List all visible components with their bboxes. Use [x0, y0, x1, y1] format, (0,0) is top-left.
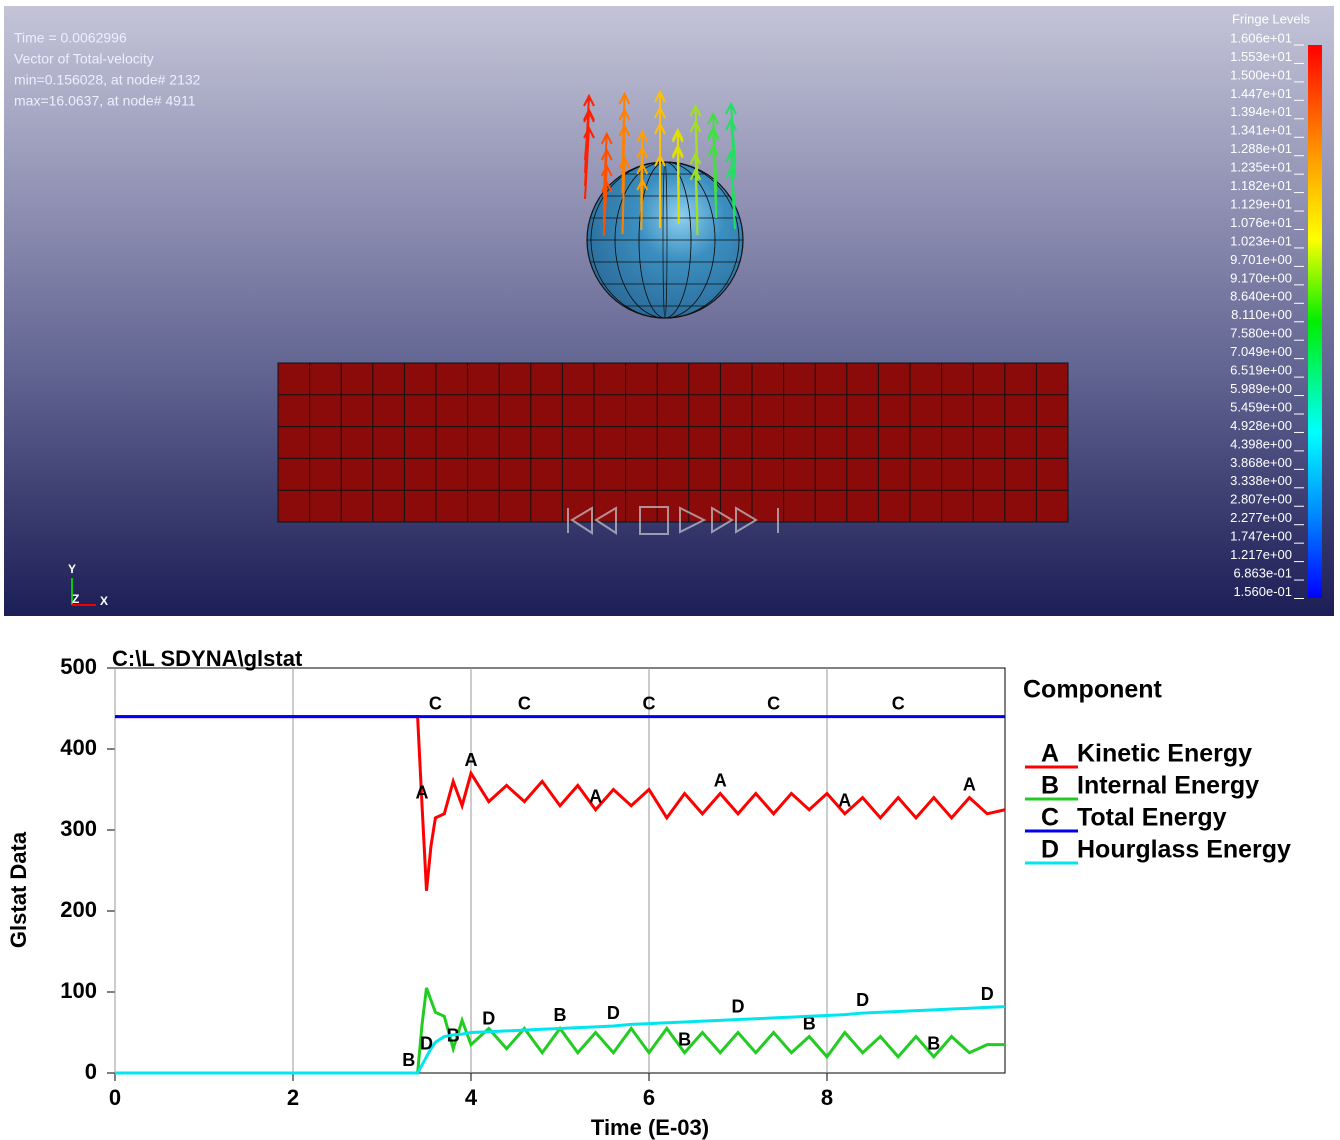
line-marker: C: [892, 693, 905, 713]
info-line: Time = 0.0062996: [14, 30, 127, 46]
fringe-colorbar: [1308, 45, 1322, 598]
fringe-label: 2.277e+00: [1230, 510, 1292, 525]
y-tick-label: 100: [60, 978, 97, 1003]
fringe-label: 5.989e+00: [1230, 381, 1292, 396]
legend-marker: D: [1041, 836, 1059, 864]
legend-marker: A: [1041, 740, 1059, 768]
line-marker: C: [643, 693, 656, 713]
fringe-label: 6.863e-01: [1233, 565, 1292, 580]
x-tick-label: 6: [643, 1085, 655, 1110]
line-marker: B: [402, 1050, 415, 1070]
page: Fringe Levels Y Z X Time = 0.0062996 Vect…: [0, 0, 1340, 1140]
line-marker: A: [416, 782, 429, 802]
line-marker: A: [465, 750, 478, 770]
legend-label: Total Energy: [1077, 804, 1227, 832]
line-marker: A: [838, 791, 851, 811]
fringe-label: 1.606e+01: [1230, 30, 1292, 45]
fringe-label: 1.235e+01: [1230, 160, 1292, 175]
fringe-title: Fringe Levels: [1232, 11, 1311, 26]
fringe-label: 1.553e+01: [1230, 49, 1292, 64]
fringe-label: 3.868e+00: [1230, 455, 1292, 470]
line-marker: C: [429, 693, 442, 713]
line-marker: D: [981, 984, 994, 1004]
line-marker: D: [856, 990, 869, 1010]
fringe-label: 1.288e+01: [1230, 141, 1292, 156]
info-line: Vector of Total-velocity: [14, 51, 154, 67]
line-marker: B: [554, 1005, 567, 1025]
y-tick-label: 500: [60, 654, 97, 679]
fringe-label: 1.341e+01: [1230, 123, 1292, 138]
fringe-label: 1.023e+01: [1230, 233, 1292, 248]
fringe-label: 1.394e+01: [1230, 104, 1292, 119]
line-marker: D: [482, 1008, 495, 1028]
viewport: Fringe Levels Y Z X Time = 0.0062996 Vect…: [4, 6, 1334, 616]
fringe-label: 1.447e+01: [1230, 86, 1292, 101]
plate-body: [278, 363, 1068, 522]
triad-y-label: Y: [68, 562, 76, 576]
fringe-label: 3.338e+00: [1230, 473, 1292, 488]
fringe-label: 5.459e+00: [1230, 399, 1292, 414]
legend-title: Component: [1023, 676, 1163, 704]
y-axis-label: Glstat Data: [6, 831, 31, 948]
x-axis-label: Time (E-03): [591, 1115, 709, 1140]
legend-label: Hourglass Energy: [1077, 836, 1291, 864]
triad-z-label: Z: [72, 592, 79, 606]
y-tick-label: 400: [60, 735, 97, 760]
fringe-label: 9.170e+00: [1230, 270, 1292, 285]
x-tick-label: 2: [287, 1085, 299, 1110]
x-tick-label: 8: [821, 1085, 833, 1110]
fringe-label: 8.110e+00: [1231, 307, 1292, 322]
y-tick-label: 300: [60, 816, 97, 841]
fringe-label: 1.129e+01: [1230, 196, 1292, 211]
fringe-label: 6.519e+00: [1230, 363, 1292, 378]
fringe-label: 9.701e+00: [1230, 252, 1292, 267]
fringe-label: 4.928e+00: [1230, 418, 1292, 433]
line-marker: B: [927, 1034, 940, 1054]
legend-marker: B: [1041, 772, 1059, 800]
info-line: min=0.156028, at node# 2132: [14, 72, 201, 88]
fringe-label: 7.580e+00: [1230, 326, 1292, 341]
triad-x-label: X: [100, 594, 108, 608]
line-marker: C: [518, 693, 531, 713]
target-plate: [278, 363, 1068, 522]
legend-marker: C: [1041, 804, 1059, 832]
y-tick-label: 200: [60, 897, 97, 922]
line-marker: D: [420, 1034, 433, 1054]
fringe-label: 1.747e+00: [1230, 529, 1292, 544]
line-marker: B: [678, 1030, 691, 1050]
line-marker: C: [767, 693, 780, 713]
fringe-label: 2.807e+00: [1230, 492, 1292, 507]
fringe-label: 7.049e+00: [1230, 344, 1292, 359]
fringe-label: 1.560e-01: [1233, 584, 1292, 599]
line-marker: A: [714, 770, 727, 790]
chart-title: C:\L SDYNA\glstat: [112, 646, 303, 671]
line-marker: D: [607, 1003, 620, 1023]
fringe-label: 1.500e+01: [1230, 67, 1292, 82]
info-line: max=16.0637, at node# 4911: [14, 93, 196, 109]
line-marker: A: [589, 787, 602, 807]
line-marker: A: [963, 774, 976, 794]
fringe-label: 1.217e+00: [1230, 547, 1292, 562]
x-tick-label: 0: [109, 1085, 121, 1110]
legend-label: Kinetic Energy: [1077, 740, 1252, 768]
legend-label: Internal Energy: [1077, 772, 1259, 800]
fringe-label: 1.182e+01: [1230, 178, 1292, 193]
fringe-label: 8.640e+00: [1230, 289, 1292, 304]
fringe-label: 4.398e+00: [1230, 436, 1292, 451]
y-tick-label: 0: [85, 1059, 97, 1084]
x-tick-label: 4: [465, 1085, 478, 1110]
line-marker: D: [732, 996, 745, 1016]
fringe-label: 1.076e+01: [1230, 215, 1292, 230]
